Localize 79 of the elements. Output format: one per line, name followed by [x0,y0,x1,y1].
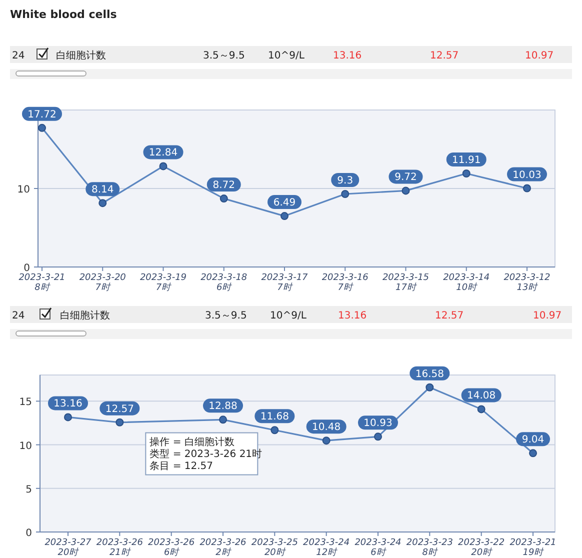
point [477,405,486,414]
point [38,124,46,132]
point [322,436,330,445]
x-tick-label: 2023-3-25 20时 [251,538,298,558]
data-label: 8.14 [91,184,114,196]
data-label: 12.84 [148,148,178,159]
x-tick-label: 2023-3-22 20时 [458,538,505,558]
data-label: 9.72 [394,172,417,184]
data-label: 8.72 [212,180,236,192]
text: 10^9/L [270,310,307,322]
y-tick-label: 10 [17,184,30,196]
data-label: 11.68 [260,412,289,423]
data-label: 10.93 [364,418,392,430]
x-tick-label: 2023-3-15 17时 [382,273,430,293]
point [98,199,107,208]
point [116,418,124,426]
text: 10.97 [533,310,562,322]
text: 3.5～9.5 [203,50,245,62]
annotation: 类型 = 2023-3-26 21时 [150,448,262,460]
x-tick-label: 2023-3-24 12时 [303,538,350,558]
data-label: 11.91 [452,155,481,166]
x-tick-label: 2023-3-19 7时 [140,273,187,293]
point [462,170,470,178]
annotation: 条目 = 12.57 [150,460,214,472]
y-tick-label: 0 [24,263,30,274]
data-label: 6.49 [273,198,296,209]
data-label: 9.04 [522,434,544,446]
y-tick-label: 15 [19,397,32,408]
text: 24 [12,50,25,62]
x-tick-label: 2023-3-26 2时 [200,538,247,558]
point [529,449,537,458]
point [159,162,168,170]
annotation: 操作 = 白细胞计数 [150,436,234,448]
point [280,212,288,220]
text: 13.16 [338,310,367,322]
x-tick-label: 2023-3-18 6时 [200,273,248,293]
data-label: 9.3 [337,175,354,186]
point [374,432,382,441]
data-label: 13.16 [54,398,82,410]
x-tick-label: 2023-3-24 6时 [354,538,402,558]
x-tick-label: 2023-3-17 7时 [261,273,308,293]
x-tick-label: 2023-3-23 8时 [406,538,454,558]
point [426,383,434,392]
data-label: 17.72 [28,109,56,120]
x-tick-label: 2023-3-27 20时 [44,538,92,558]
x-tick-label: 2023-3-21 19时 [510,538,556,558]
x-tick-label: 2023-3-14 10时 [443,273,490,293]
y-tick-label: 0 [26,528,32,539]
point [219,416,227,424]
data-label: 12.88 [208,401,238,412]
point [220,194,228,203]
x-tick-label: 2023-3-20 7时 [79,273,126,293]
text: 10^9/L [268,50,305,62]
y-tick-label: 10 [19,440,32,452]
x-tick-label: 2023-3-12 13时 [504,273,551,293]
text: 12.57 [435,310,464,322]
point [64,413,72,422]
data-label: 14.08 [467,390,496,402]
data-label: 16.58 [415,368,444,380]
text: 3.5～9.5 [205,310,247,322]
x-tick-label: 2023-3-16 7时 [322,273,369,293]
text: 白细胞计数 [56,50,106,62]
text: 10.97 [525,50,554,62]
x-tick-label: 2023-3-26 21时 [96,538,144,558]
point [341,190,350,198]
x-tick-label: 2023-3-26 6时 [148,538,195,558]
text: 12.57 [430,50,459,62]
y-tick-label: 5 [26,484,32,496]
text: 13.16 [333,50,362,62]
data-label: 10.48 [312,422,341,434]
text: 24 [12,310,25,322]
x-tick-label: 2023-3-21 8时 [18,273,66,293]
point [402,186,410,195]
point [523,184,531,192]
data-label: 12.57 [105,404,134,415]
text: 白细胞计数 [60,310,110,322]
point [270,426,279,434]
data-label: 10.03 [512,170,542,181]
chart-title: White blood cells [10,8,118,21]
